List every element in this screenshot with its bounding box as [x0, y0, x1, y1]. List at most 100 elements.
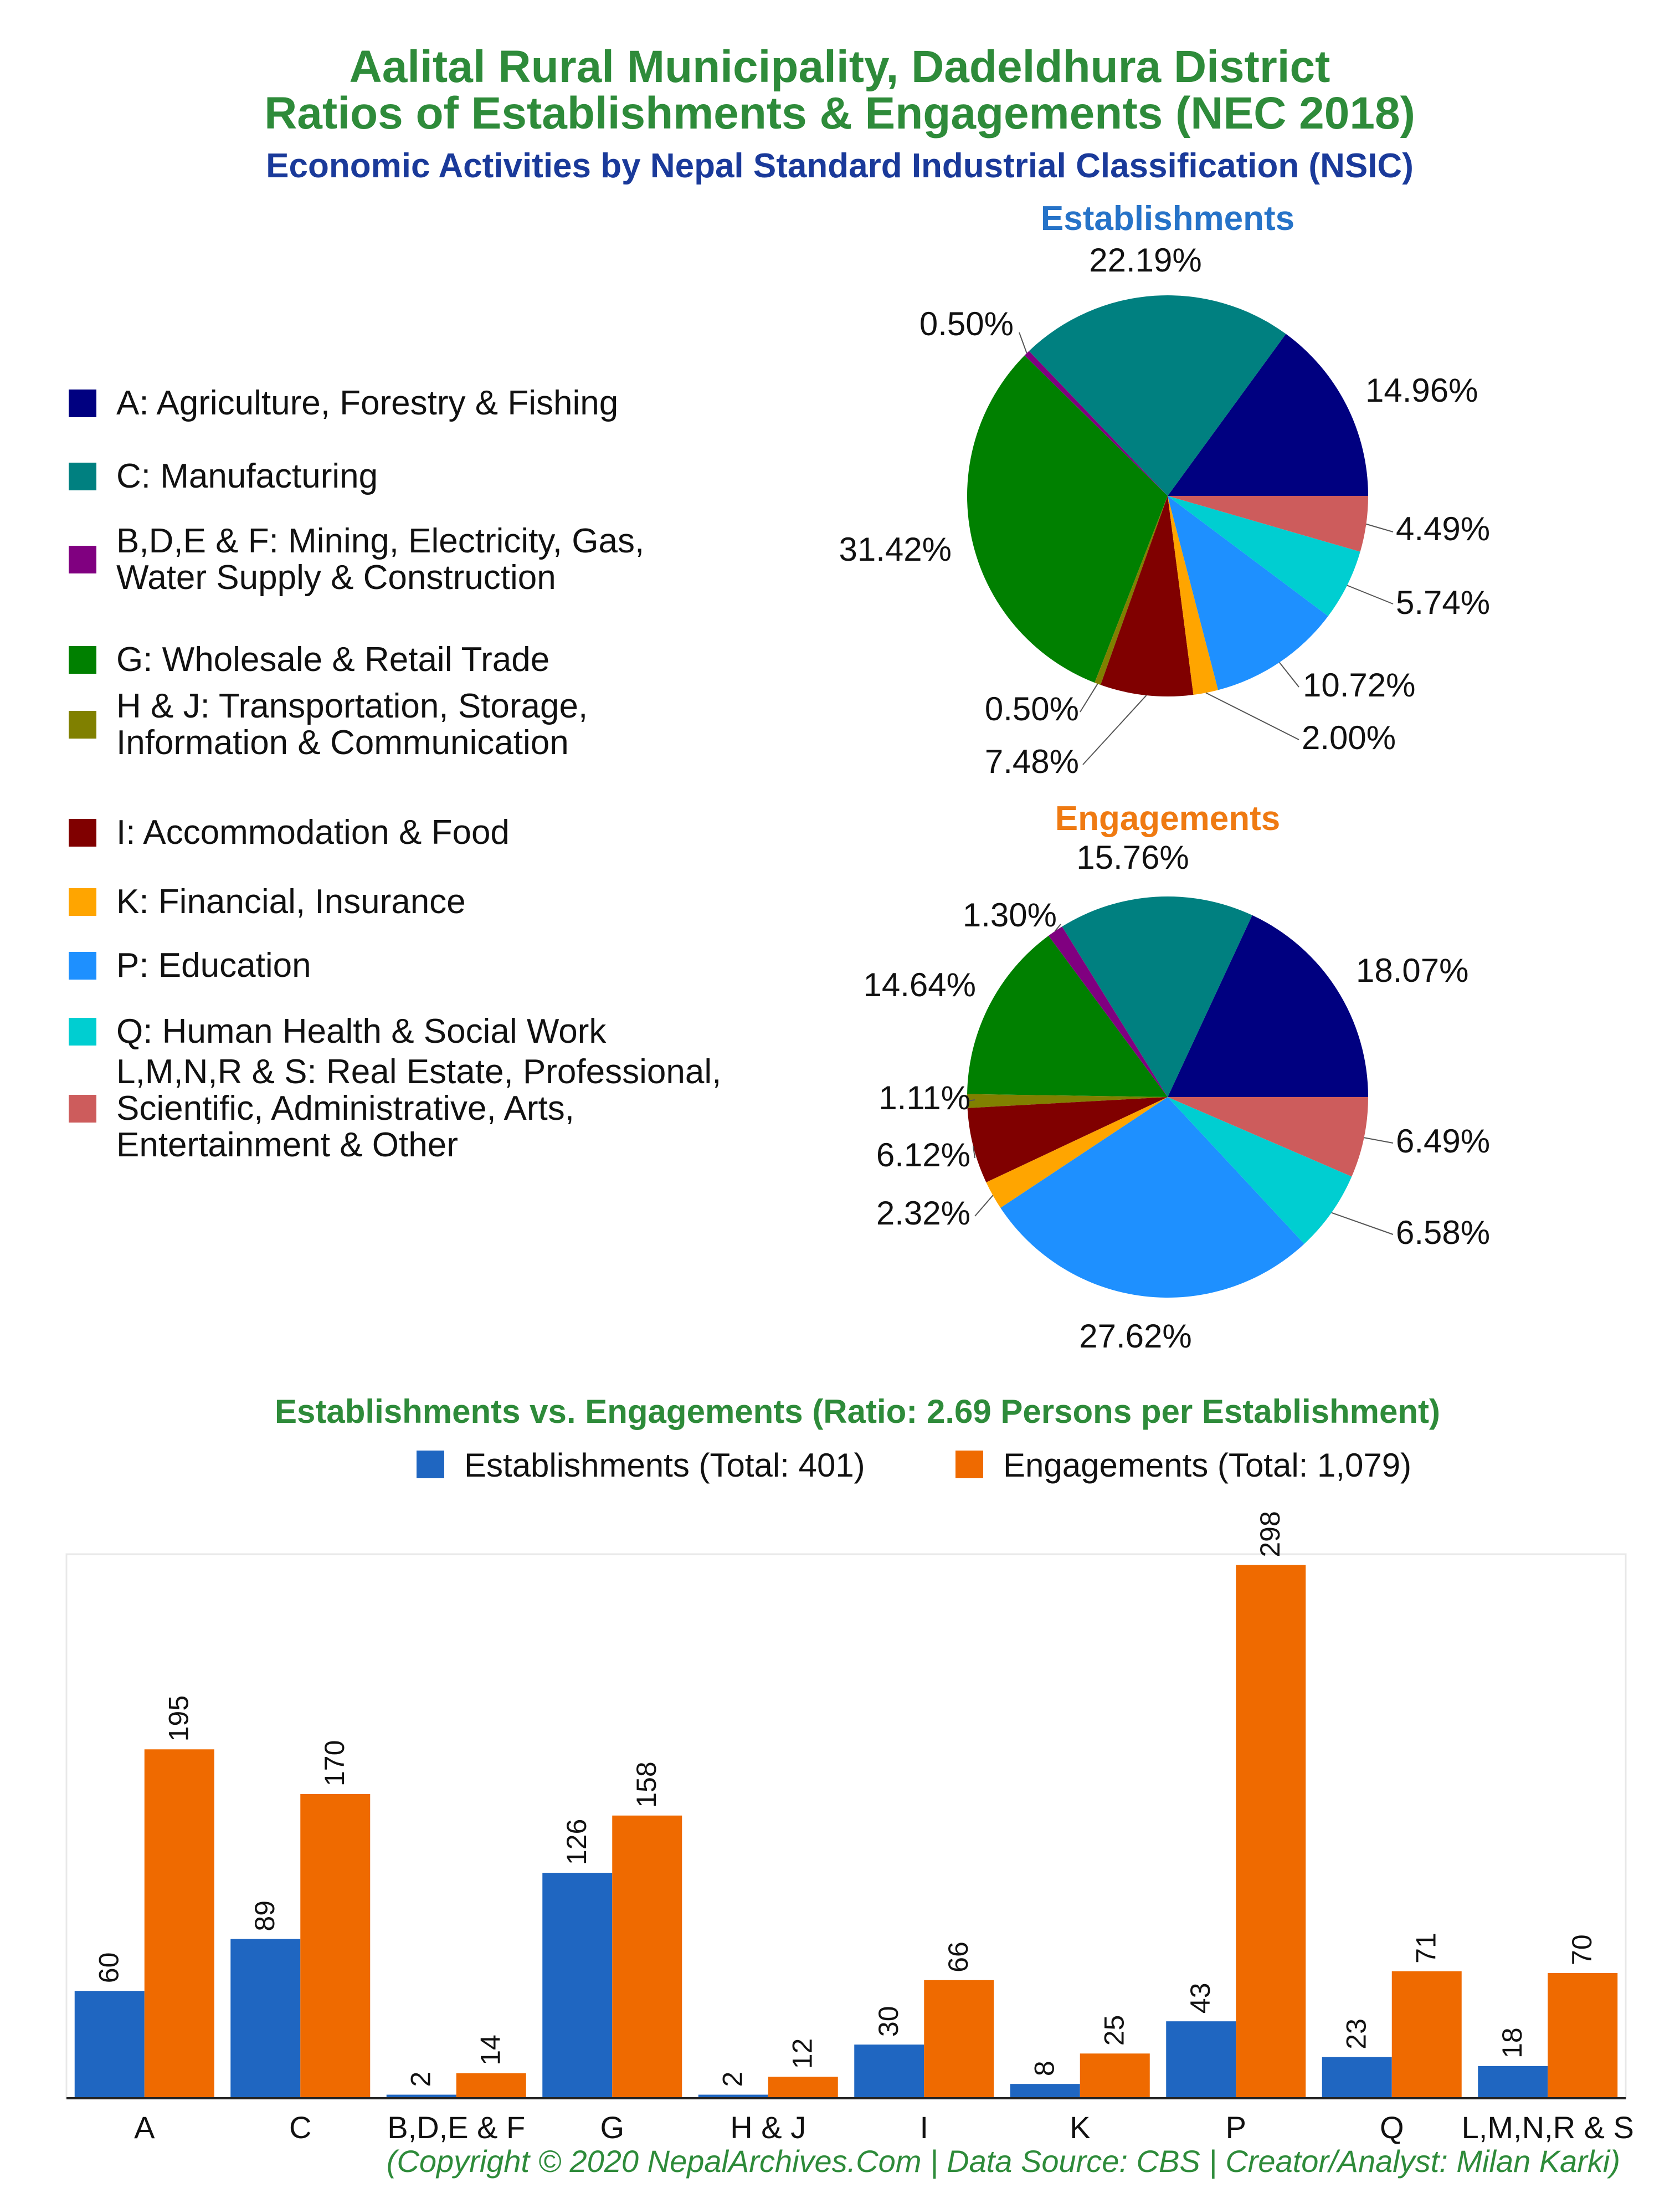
legend-label-i: I: Accommodation & Food	[116, 813, 510, 852]
pie-leader-line	[967, 1099, 975, 1102]
pie-slice-c	[1029, 295, 1286, 496]
bar-value-label: 126	[561, 1819, 592, 1865]
legend-swatch-lmnrs	[69, 1095, 96, 1123]
pie-leader-line	[1082, 695, 1147, 765]
legend-swatch-establishments	[417, 1451, 444, 1478]
pie-label-i: 7.48%	[985, 743, 1079, 780]
x-tick-label-q: Q	[1380, 2110, 1404, 2145]
x-tick-label-p: P	[1226, 2110, 1246, 2145]
pie-slice-a	[1168, 334, 1368, 496]
pie-leader-line	[1347, 585, 1394, 604]
pie-label-g: 31.42%	[839, 531, 952, 568]
pie-slice-h-j	[967, 1094, 1168, 1108]
bar-value-label: 2	[717, 2072, 748, 2087]
pie-slice-b-d-e-f	[1048, 926, 1168, 1097]
bar-establishments-q	[1322, 2057, 1392, 2098]
pie-label-q: 5.74%	[1396, 584, 1490, 621]
bar-establishments-a	[74, 1991, 145, 2098]
pie-leader-line	[1019, 332, 1027, 353]
legend-swatch-g	[69, 646, 96, 674]
pie-label-p: 10.72%	[1303, 667, 1416, 704]
legend-label-p: P: Education	[116, 946, 311, 985]
pie-label-c: 15.76%	[1076, 839, 1189, 876]
pie-label-i: 6.12%	[876, 1136, 970, 1174]
bar-value-label: 30	[873, 2006, 904, 2037]
pie-slice-i	[967, 1097, 1168, 1183]
pie-label-h-j: 0.50%	[985, 690, 1079, 727]
legend-item-a: A: Agriculture, Forestry & Fishing	[69, 384, 618, 422]
x-tick-label-a: A	[134, 2110, 155, 2145]
pie-slice-g	[967, 935, 1168, 1097]
bar-value-label: 18	[1497, 2027, 1528, 2058]
pie-leader-line	[1278, 662, 1299, 688]
legend-swatch-q	[69, 1018, 96, 1046]
legend-item-i: I: Accommodation & Food	[69, 813, 510, 852]
x-tick-label-i: I	[919, 2110, 928, 2145]
bar-engagements-g	[612, 1815, 682, 2098]
legend-label-lmnrs: Scientific, Administrative, Arts,	[116, 1089, 574, 1128]
bar-value-label: 60	[94, 1953, 125, 1984]
bar-value-label: 23	[1341, 2018, 1372, 2049]
chart-title-line1: Aalital Rural Municipality, Dadeldhura D…	[350, 42, 1330, 92]
legend-item-bdef: B,D,E & F: Mining, Electricity, Gas,Wate…	[69, 522, 644, 597]
pie-leader-line	[1205, 692, 1299, 740]
bar-engagements-i	[924, 1980, 994, 2098]
bar-value-label: 158	[631, 1761, 662, 1807]
legend-label-hj: Information & Communication	[116, 724, 569, 762]
legend-label-establishments: Establishments (Total: 401)	[464, 1447, 865, 1484]
bar-establishments-i	[854, 2045, 924, 2098]
legend-label-bdef: Water Supply & Construction	[116, 559, 556, 597]
pie-title-engagements: Engagements	[1055, 800, 1281, 838]
pie-label-p: 27.62%	[1079, 1318, 1192, 1355]
bar-value-label: 12	[787, 2038, 818, 2069]
bar-establishments-l-m-n-r-s	[1478, 2066, 1548, 2098]
bar-chart-title: Establishments vs. Engagements (Ratio: 2…	[275, 1393, 1440, 1430]
pie-label-a: 14.96%	[1365, 372, 1478, 409]
pie-label-c: 22.19%	[1089, 242, 1202, 279]
pie-engagements: 18.07% 15.76% 1.30% 14.64% 1.11% 6.12% 2.32% 27…	[864, 839, 1491, 1355]
pie-slice-b-d-e-f	[1024, 351, 1168, 496]
legend-label-lmnrs: Entertainment & Other	[116, 1126, 458, 1164]
legend-swatch-p	[69, 952, 96, 980]
pie-leader-line	[1331, 1212, 1394, 1235]
legend-item-q: Q: Human Health & Social Work	[69, 1012, 607, 1051]
pie-leader-line	[1080, 683, 1098, 713]
bar-engagements-b-d-e-f	[456, 2073, 526, 2098]
bar-value-label: 195	[163, 1695, 194, 1741]
legend-label-engagements: Engagements (Total: 1,079)	[1003, 1447, 1411, 1484]
pie-slice-k	[986, 1097, 1168, 1208]
x-tick-label-g: G	[600, 2110, 624, 2145]
legend-label-c: C: Manufacturing	[116, 457, 378, 495]
bar-value-label: 71	[1411, 1933, 1442, 1964]
pie-slice-q	[1168, 1097, 1352, 1244]
legend-item-hj: H & J: Transportation, Storage,Informati…	[69, 687, 588, 762]
bar-engagements-c	[300, 1794, 371, 2098]
legend-item-k: K: Financial, Insurance	[69, 883, 466, 921]
legend-label-lmnrs: L,M,N,R & S: Real Estate, Professional,	[116, 1053, 721, 1091]
chart-title-line2: Ratios of Establishments & Engagements (…	[264, 88, 1415, 139]
pie-slice-l-m-n-r-s	[1168, 1097, 1368, 1177]
bar-engagements-p	[1236, 1565, 1306, 2098]
pie-leader-line	[973, 1146, 975, 1159]
pie-slice-g	[967, 355, 1168, 683]
bar-value-label: 298	[1255, 1511, 1286, 1557]
bar-value-label: 66	[943, 1941, 974, 1972]
pie-establishments: 14.96% 22.19% 0.50% 31.42% 0.50% 7.48% 2.00% 10…	[839, 242, 1491, 780]
bar-value-label: 170	[319, 1740, 350, 1786]
bar-value-label: 70	[1566, 1934, 1597, 1965]
pie-leader-line	[1364, 1137, 1394, 1144]
legend-item-c: C: Manufacturing	[69, 457, 378, 495]
bar-engagements-k	[1080, 2053, 1150, 2098]
legend-swatch-engagements	[955, 1451, 983, 1478]
bar-establishments-h-j	[698, 2094, 768, 2098]
x-tick-label-l-m-n-r-s: L,M,N,R & S	[1462, 2110, 1634, 2145]
legend-label-g: G: Wholesale & Retail Trade	[116, 641, 549, 679]
legend-swatch-k	[69, 888, 96, 916]
pie-slice-h-j	[1095, 496, 1168, 685]
bar-establishments-k	[1010, 2084, 1080, 2098]
bar-engagements-l-m-n-r-s	[1548, 1972, 1618, 2098]
bar-establishments-g	[542, 1873, 613, 2098]
pie-slice-p	[1168, 496, 1328, 690]
pie-label-l-m-n-r-s: 6.49%	[1396, 1123, 1490, 1160]
